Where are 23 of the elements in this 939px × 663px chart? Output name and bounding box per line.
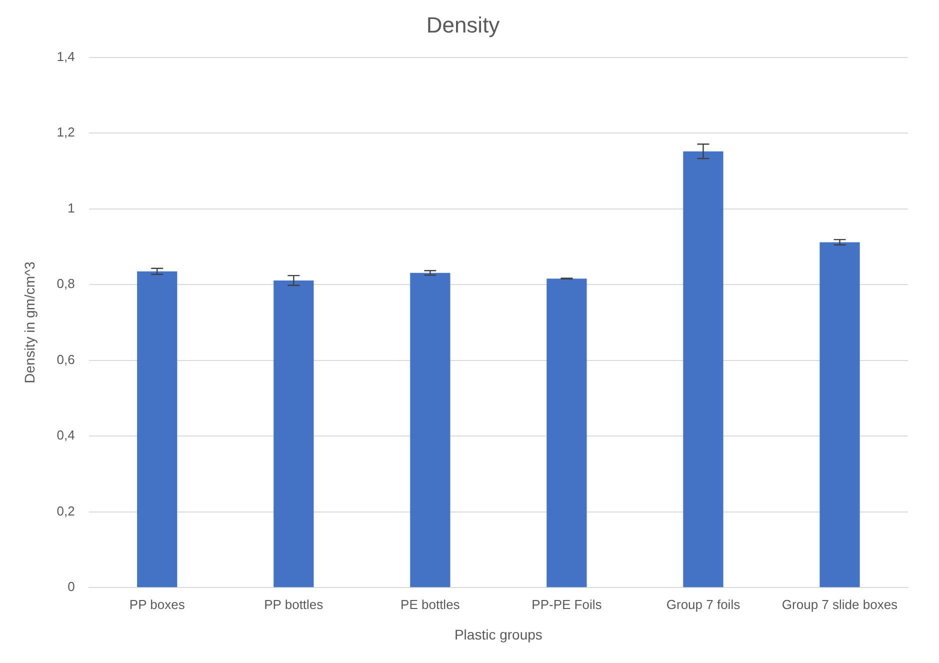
- bar: [274, 280, 314, 588]
- x-tick-label: Group 7 foils: [666, 596, 741, 612]
- bar: [820, 242, 860, 588]
- x-tick-label: PP boxes: [129, 596, 186, 612]
- x-axis-title: Plastic groups: [454, 626, 542, 642]
- chart-title: Density: [426, 12, 500, 38]
- x-tick-label: Group 7 slide boxes: [782, 596, 898, 612]
- bar: [546, 278, 587, 588]
- bar: [410, 272, 450, 588]
- x-tick-label: PE bottles: [400, 596, 460, 612]
- bar: [683, 151, 724, 588]
- x-tick-label: PP-PE Foils: [532, 596, 602, 612]
- bar: [137, 271, 178, 588]
- y-tick-label: 1,2: [56, 124, 75, 140]
- y-tick-label: 0,4: [56, 428, 75, 443]
- y-tick-label: 0,8: [56, 276, 75, 292]
- y-tick-label: 0: [68, 579, 75, 594]
- y-tick-label: 0,2: [56, 503, 75, 518]
- y-tick-label: 1: [68, 200, 75, 216]
- y-tick-label: 0,6: [56, 352, 75, 367]
- y-tick-label: 1,4: [56, 48, 75, 64]
- x-tick-label: PP bottles: [264, 596, 324, 612]
- y-axis-title: Density in gm/cm^3: [21, 261, 38, 384]
